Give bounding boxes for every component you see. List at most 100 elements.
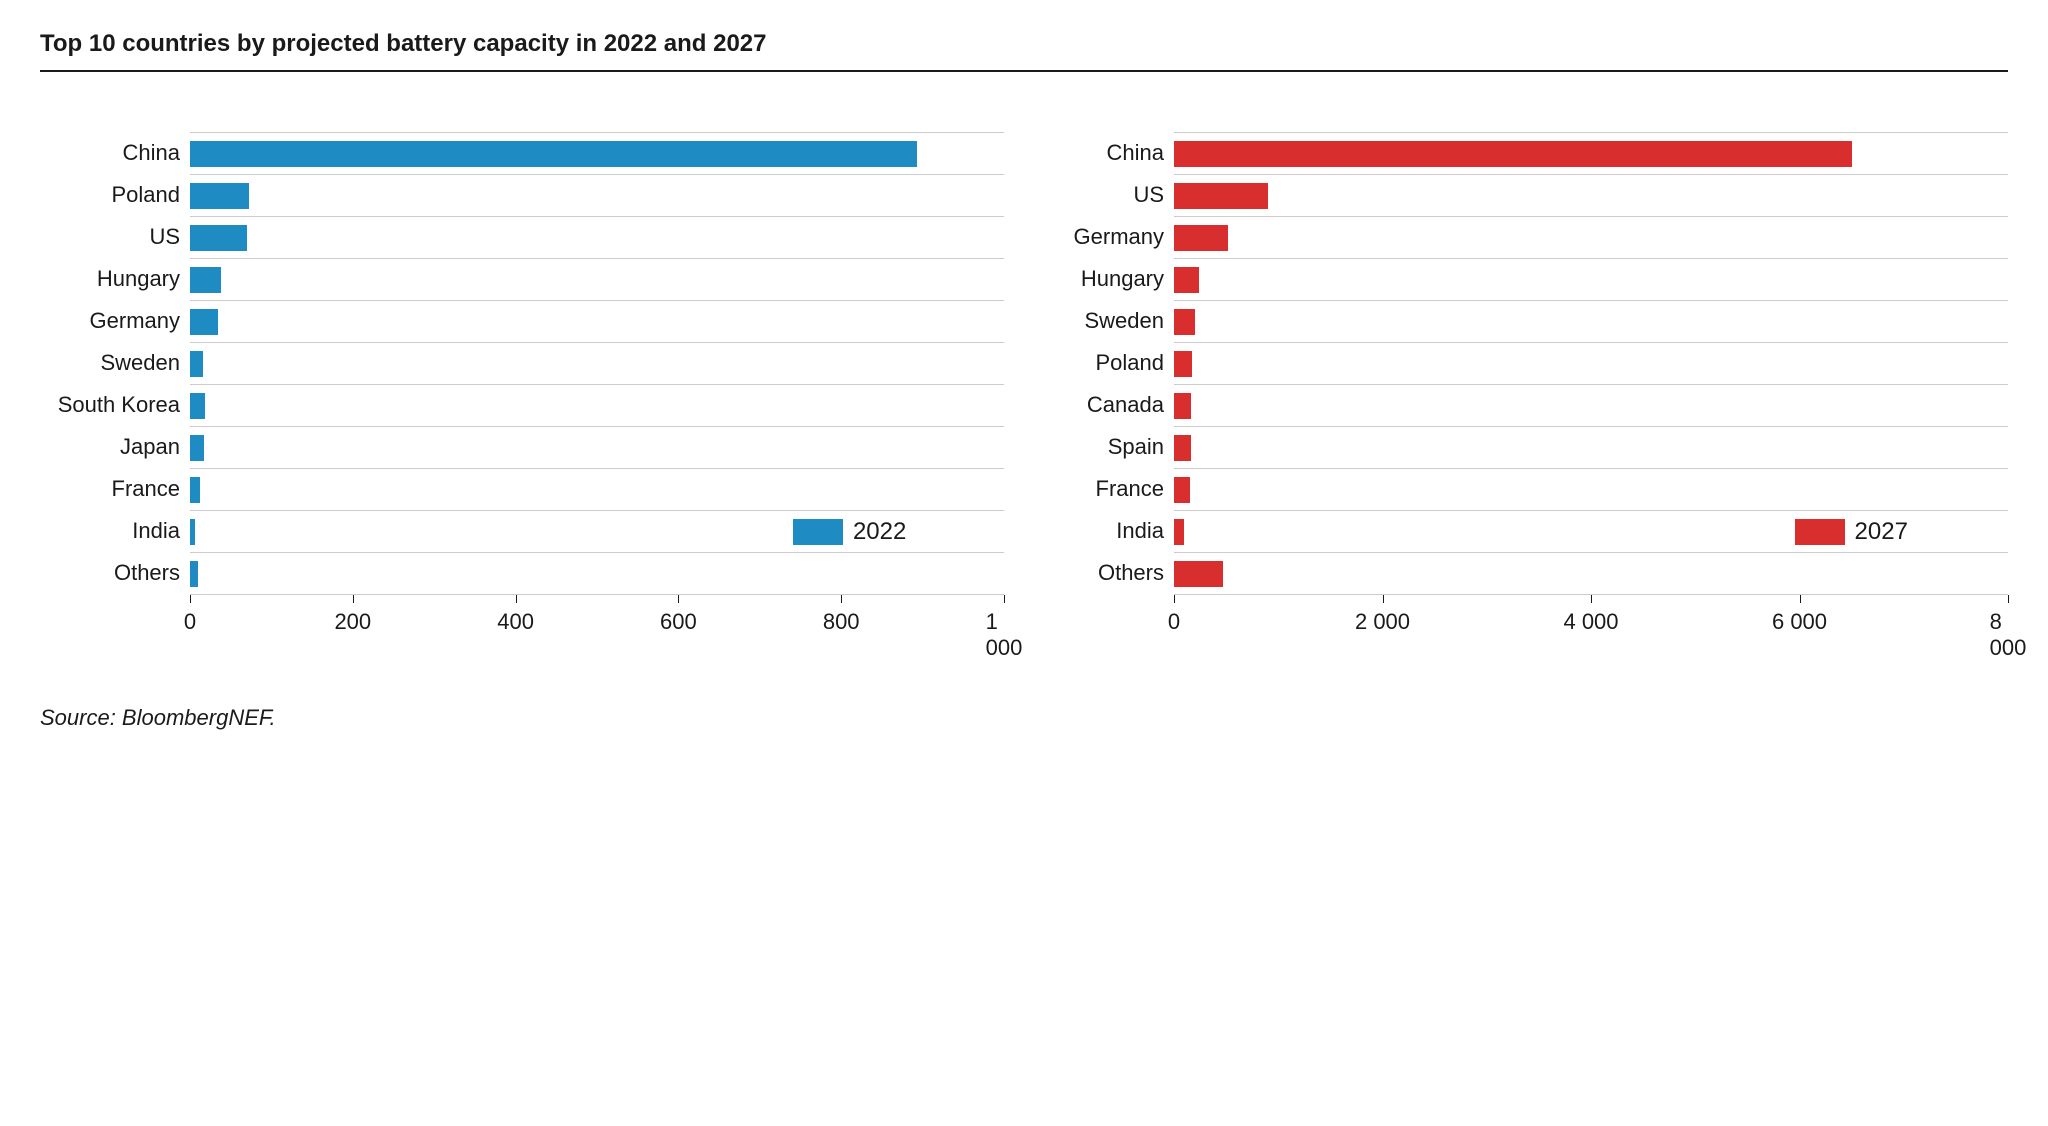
bar <box>1174 141 1852 167</box>
x-tick-label: 600 <box>660 609 697 635</box>
y-label: Sweden <box>1044 300 1164 342</box>
bar-row <box>1174 553 2008 595</box>
bar <box>190 351 203 377</box>
bar <box>1174 351 1192 377</box>
x-tick-mark <box>2008 595 2009 603</box>
y-label: Spain <box>1044 426 1164 468</box>
y-label: Poland <box>40 174 180 216</box>
bar-row <box>1174 301 2008 343</box>
legend-swatch <box>1795 519 1845 545</box>
chart-title: Top 10 countries by projected battery ca… <box>40 30 2008 58</box>
bar-row <box>190 469 1004 511</box>
y-label: Poland <box>1044 342 1164 384</box>
source-text: Source: BloombergNEF. <box>40 705 2008 731</box>
bar <box>190 225 247 251</box>
y-label: China <box>40 132 180 174</box>
x-tick-mark <box>1591 595 1592 603</box>
x-tick-label: 8 000 <box>1990 609 2027 661</box>
legend-2027: 2027 <box>1795 518 1908 546</box>
x-tick-label: 0 <box>1168 609 1180 635</box>
bar <box>1174 519 1184 545</box>
bar <box>190 519 195 545</box>
bar <box>1174 393 1191 419</box>
x-tick-mark <box>353 595 354 603</box>
bar <box>190 477 200 503</box>
plot-area-2022: 02004006008001 0002022 <box>190 132 1004 635</box>
y-label: South Korea <box>40 384 180 426</box>
bar <box>1174 477 1190 503</box>
y-label: Germany <box>1044 216 1164 258</box>
bar-row <box>190 343 1004 385</box>
bar-row <box>190 301 1004 343</box>
x-tick-label: 2 000 <box>1355 609 1410 635</box>
bar-row <box>1174 217 2008 259</box>
chart-body-2027: ChinaUSGermanyHungarySwedenPolandCanadaS… <box>1044 132 2008 635</box>
legend-label: 2022 <box>853 518 906 546</box>
y-label: India <box>40 510 180 552</box>
x-tick-mark <box>1174 595 1175 603</box>
bar <box>1174 309 1195 335</box>
bar-row <box>1174 385 2008 427</box>
x-axis-2022: 02004006008001 000 <box>190 595 1004 635</box>
y-label: China <box>1044 132 1164 174</box>
y-label: Germany <box>40 300 180 342</box>
y-label: US <box>40 216 180 258</box>
x-tick-label: 0 <box>184 609 196 635</box>
bar <box>1174 225 1228 251</box>
bar-row <box>1174 343 2008 385</box>
plot-area-2027: 02 0004 0006 0008 0002027 <box>1174 132 2008 635</box>
x-axis-2027: 02 0004 0006 0008 000 <box>1174 595 2008 635</box>
bar <box>1174 267 1199 293</box>
x-tick-label: 4 000 <box>1563 609 1618 635</box>
x-tick-mark <box>516 595 517 603</box>
bar <box>190 435 204 461</box>
legend-2022: 2022 <box>793 518 906 546</box>
x-tick-mark <box>841 595 842 603</box>
chart-2022: ChinaPolandUSHungaryGermanySwedenSouth K… <box>40 132 1004 635</box>
y-label: France <box>1044 468 1164 510</box>
x-tick-label: 200 <box>334 609 371 635</box>
chart-2027: ChinaUSGermanyHungarySwedenPolandCanadaS… <box>1044 132 2008 635</box>
y-label: Hungary <box>40 258 180 300</box>
y-label: US <box>1044 174 1164 216</box>
y-label: Hungary <box>1044 258 1164 300</box>
x-tick-mark <box>1004 595 1005 603</box>
bar <box>190 183 249 209</box>
bar <box>190 393 205 419</box>
legend-swatch <box>793 519 843 545</box>
y-axis-labels-2022: ChinaPolandUSHungaryGermanySwedenSouth K… <box>40 132 190 635</box>
y-label: Japan <box>40 426 180 468</box>
y-label: Canada <box>1044 384 1164 426</box>
y-label: Others <box>40 552 180 594</box>
x-tick-mark <box>190 595 191 603</box>
x-tick-label: 1 000 <box>986 609 1023 661</box>
x-tick-label: 400 <box>497 609 534 635</box>
bar <box>190 309 218 335</box>
bar-row <box>190 175 1004 217</box>
bar-row <box>1174 259 2008 301</box>
bar <box>190 561 198 587</box>
y-label: France <box>40 468 180 510</box>
bar-row <box>190 133 1004 175</box>
charts-row: ChinaPolandUSHungaryGermanySwedenSouth K… <box>40 132 2008 635</box>
bar <box>1174 561 1223 587</box>
x-tick-mark <box>1383 595 1384 603</box>
chart-body-2022: ChinaPolandUSHungaryGermanySwedenSouth K… <box>40 132 1004 635</box>
bar-row <box>1174 175 2008 217</box>
x-tick-mark <box>678 595 679 603</box>
bar-row <box>190 427 1004 469</box>
x-tick-mark <box>1800 595 1801 603</box>
bar <box>1174 435 1191 461</box>
y-axis-labels-2027: ChinaUSGermanyHungarySwedenPolandCanadaS… <box>1044 132 1174 635</box>
y-label: India <box>1044 510 1164 552</box>
x-tick-label: 800 <box>823 609 860 635</box>
bar <box>190 141 917 167</box>
x-tick-label: 6 000 <box>1772 609 1827 635</box>
bar-row <box>190 385 1004 427</box>
title-rule <box>40 70 2008 72</box>
legend-label: 2027 <box>1855 518 1908 546</box>
y-label: Others <box>1044 552 1164 594</box>
bar <box>190 267 221 293</box>
bar-row <box>1174 427 2008 469</box>
bar-row <box>1174 469 2008 511</box>
